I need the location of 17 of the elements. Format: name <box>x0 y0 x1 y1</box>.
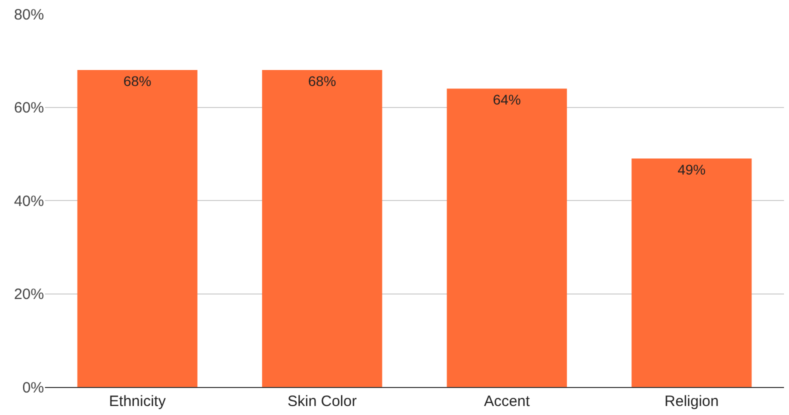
x-tick-label: Religion <box>664 393 719 410</box>
y-tick-label: 80% <box>14 6 44 24</box>
y-tick-label: 40% <box>14 192 44 210</box>
x-tick-label: Skin Color <box>288 393 357 410</box>
x-tick-label: Accent <box>484 393 531 410</box>
y-tick-label: 0% <box>22 379 44 396</box>
bar <box>77 70 198 387</box>
y-tick-label: 20% <box>14 286 44 303</box>
bar <box>262 70 382 387</box>
data-label: 68% <box>308 72 336 89</box>
bar <box>632 158 752 387</box>
x-tick-label: Ethnicity <box>109 393 166 410</box>
y-tick-label: 60% <box>14 100 44 116</box>
data-label: 64% <box>492 92 521 108</box>
data-label: 49% <box>678 162 706 178</box>
bar <box>446 88 567 387</box>
data-label: 68% <box>123 72 152 89</box>
